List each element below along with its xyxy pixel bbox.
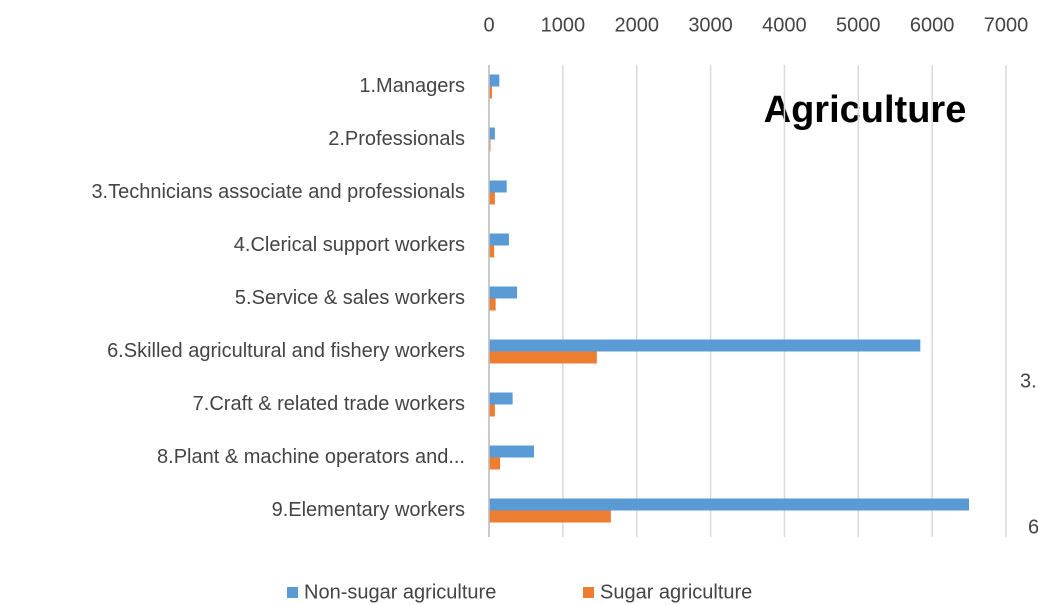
- chart-title: Agriculture: [764, 89, 967, 131]
- y-tick-label: 6.Skilled agricultural and fishery worke…: [107, 340, 465, 362]
- bar: [489, 245, 495, 258]
- bar: [489, 233, 509, 246]
- x-tick-label: 6000: [910, 14, 955, 36]
- legend-label: Sugar agriculture: [600, 581, 752, 603]
- annotation: 3.: [1020, 370, 1037, 392]
- bar: [489, 351, 597, 364]
- bar: [489, 445, 535, 458]
- y-tick-label: 4.Clerical support workers: [234, 234, 465, 256]
- bar: [489, 180, 507, 193]
- bar: [489, 298, 496, 311]
- x-tick-label: 3000: [688, 14, 733, 36]
- bar: [489, 192, 495, 205]
- y-tick-label: 5.Service & sales workers: [235, 287, 465, 309]
- x-tick-label: 7000: [984, 14, 1029, 36]
- y-tick-label: 8.Plant & machine operators and...: [157, 446, 465, 468]
- bar: [489, 127, 495, 140]
- y-tick-label: 7.Craft & related trade workers: [193, 393, 465, 415]
- bar: [489, 404, 495, 417]
- bar: [489, 392, 513, 405]
- y-tick-label: 1.Managers: [359, 75, 465, 97]
- bar: [489, 339, 921, 352]
- bar: [489, 86, 492, 99]
- bar: [489, 457, 501, 470]
- annotation: 6: [1028, 516, 1038, 538]
- y-tick-label: 2.Professionals: [328, 128, 465, 150]
- bar: [489, 286, 518, 299]
- x-tick-label: 0: [483, 14, 494, 36]
- bar: [489, 510, 611, 523]
- x-tick-label: 4000: [762, 14, 807, 36]
- legend-swatch: [583, 587, 594, 598]
- bar: [489, 498, 970, 511]
- y-tick-label: 3.Technicians associate and professional…: [91, 181, 465, 203]
- legend-swatch: [287, 587, 298, 598]
- x-tick-label: 2000: [614, 14, 659, 36]
- y-tick-label: 9.Elementary workers: [272, 499, 465, 521]
- bar: [489, 74, 500, 87]
- x-tick-label: 5000: [836, 14, 881, 36]
- legend-label: Non-sugar agriculture: [304, 581, 496, 603]
- x-tick-label: 1000: [541, 14, 586, 36]
